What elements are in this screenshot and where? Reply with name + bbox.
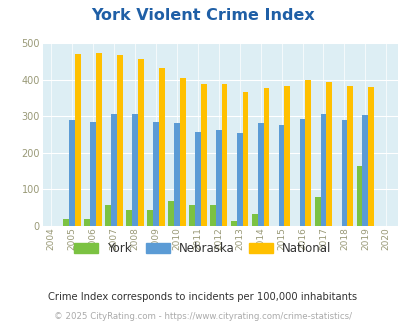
Bar bbox=[215, 130, 221, 226]
Bar bbox=[341, 120, 347, 226]
Bar bbox=[188, 205, 194, 226]
Bar bbox=[105, 205, 111, 226]
Bar bbox=[314, 197, 320, 226]
Bar bbox=[84, 219, 90, 226]
Bar bbox=[242, 92, 248, 226]
Text: York Violent Crime Index: York Violent Crime Index bbox=[91, 8, 314, 23]
Bar bbox=[69, 120, 75, 226]
Bar bbox=[299, 119, 305, 226]
Bar bbox=[257, 123, 263, 226]
Bar bbox=[356, 166, 362, 226]
Bar bbox=[137, 59, 143, 226]
Bar bbox=[230, 220, 236, 226]
Bar bbox=[117, 55, 122, 226]
Bar bbox=[111, 114, 117, 226]
Bar bbox=[221, 84, 227, 226]
Bar bbox=[347, 86, 352, 226]
Bar bbox=[251, 214, 257, 226]
Legend: York, Nebraska, National: York, Nebraska, National bbox=[70, 237, 335, 260]
Bar bbox=[168, 201, 173, 226]
Bar bbox=[263, 87, 269, 226]
Bar bbox=[173, 123, 179, 226]
Bar bbox=[367, 87, 373, 226]
Bar bbox=[194, 132, 200, 226]
Bar bbox=[132, 114, 137, 226]
Bar bbox=[96, 53, 102, 226]
Bar bbox=[153, 122, 158, 226]
Bar bbox=[147, 210, 153, 226]
Bar bbox=[209, 205, 215, 226]
Bar bbox=[158, 68, 164, 226]
Text: Crime Index corresponds to incidents per 100,000 inhabitants: Crime Index corresponds to incidents per… bbox=[48, 292, 357, 302]
Bar bbox=[90, 122, 96, 226]
Bar bbox=[305, 80, 311, 226]
Bar bbox=[75, 54, 81, 226]
Bar bbox=[362, 115, 367, 226]
Bar bbox=[200, 84, 206, 226]
Bar bbox=[63, 219, 69, 226]
Text: © 2025 CityRating.com - https://www.cityrating.com/crime-statistics/: © 2025 CityRating.com - https://www.city… bbox=[54, 312, 351, 321]
Bar bbox=[126, 210, 132, 226]
Bar bbox=[320, 114, 326, 226]
Bar bbox=[236, 133, 242, 226]
Bar bbox=[278, 125, 284, 226]
Bar bbox=[326, 82, 331, 226]
Bar bbox=[284, 86, 290, 226]
Bar bbox=[179, 78, 185, 226]
